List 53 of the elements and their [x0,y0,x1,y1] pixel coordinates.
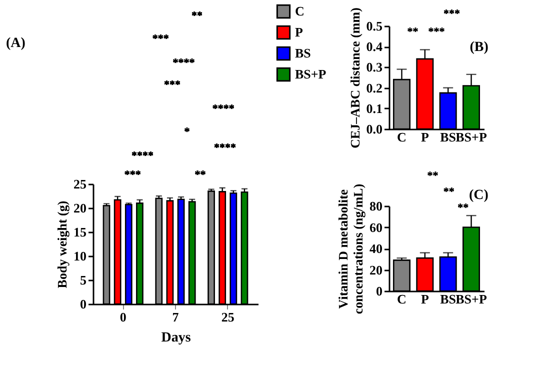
text: **** [172,57,196,69]
y-axis-title: Vitamin D metabolite concentrations (ng/mL) [336,184,366,314]
y-tick-label: 0.2 [366,80,382,96]
y-tick-label: 0.5 [366,18,383,34]
text: *** [152,33,170,45]
y-tick-label: 15 [74,224,87,240]
y-tick-label: 25 [74,176,87,192]
x-tick-label: C [397,292,406,306]
y-axis-title: Body weight (g) [54,200,70,288]
chart-title: (C) [468,188,489,203]
y-tick-label: 0.3 [366,60,383,75]
text: ** [443,186,455,198]
text: **** [214,142,236,154]
text: **** [132,150,154,162]
x-tick-label: BS+P [456,130,487,144]
text: **** [212,103,235,115]
legend-label: BS [295,46,311,60]
text: *** [443,8,460,20]
legend-label: P [295,24,303,40]
text: (B) [470,40,489,55]
y-tick-label: 0.0 [366,122,382,136]
y-axis-title: CEJ–ABC distance (mm) [347,8,362,148]
text: ** [194,169,206,181]
text: ** [191,10,203,22]
x-tick-label: P [420,292,429,306]
x-tick-label: 25 [221,310,235,324]
annotation: ** [458,202,470,214]
y-tick-label: 80 [370,198,382,214]
annotation: *** [428,26,446,38]
text: ** [427,170,439,182]
x-tick-label: BS [440,130,456,144]
x-tick-label: 7 [172,310,180,324]
text: * [184,126,190,138]
text: *** [124,169,142,181]
x-tick-label: BS [440,292,456,306]
x-tick-label: C [397,130,406,144]
y-tick-label: 40 [370,241,382,256]
y-tick-label: 20 [74,200,86,216]
y-tick-label: 0.1 [366,100,382,116]
text: *** [164,79,181,91]
y-tick-label: 60 [370,220,382,235]
y-tick-label: 10 [74,248,86,264]
x-tick-label: BS+P [456,292,487,306]
x-axis-title: Days [161,330,192,346]
x-tick-label: 0 [120,310,126,324]
legend-label: C [295,4,304,18]
legend-label: BS+P [295,66,326,82]
y-tick-label: 20 [370,262,382,278]
x-tick-label: P [420,130,429,144]
y-tick-label: 0.4 [366,39,383,54]
annotation: ** [407,26,419,38]
chart-title: (A) [6,36,26,51]
y-tick-label: 5 [80,272,87,288]
